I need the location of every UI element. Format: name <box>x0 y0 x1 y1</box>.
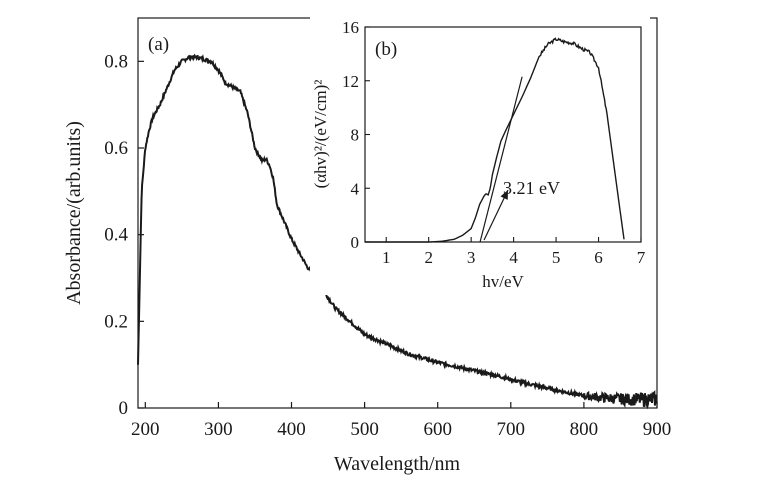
annotation-arrow-head <box>500 190 508 200</box>
inset-y-tick-label: 4 <box>351 179 360 198</box>
inset-x-tick-label: 1 <box>382 248 391 267</box>
annotation-arrow-line <box>483 189 509 241</box>
inset-y-tick-label: 0 <box>351 233 360 252</box>
inset-x-tick-label: 4 <box>509 248 518 267</box>
y-axis-title: Absorbance/(arb.units) <box>63 121 85 305</box>
inset-y-axis-title: (αhv)²/(eV/cm)² <box>311 80 330 189</box>
inset-x-tick-label: 6 <box>594 248 603 267</box>
x-tick-label: 500 <box>350 419 379 440</box>
x-tick-label: 200 <box>131 419 160 440</box>
x-axis-title: Wavelength/nm <box>334 453 461 475</box>
inset-y-tick-label: 12 <box>342 72 359 91</box>
tauc-curve <box>365 37 625 243</box>
x-tick-label: 800 <box>570 419 599 440</box>
tangent-line <box>479 76 523 243</box>
band-gap-label: 3.21 eV <box>503 178 560 198</box>
x-tick-label: 600 <box>423 419 452 440</box>
inset-x-tick-label: 7 <box>637 248 646 267</box>
y-tick-label: 0.6 <box>104 138 128 159</box>
annotation-arrow <box>483 189 509 241</box>
inset-background <box>310 15 650 295</box>
x-tick-label: 700 <box>497 419 526 440</box>
x-tick-label: 400 <box>277 419 306 440</box>
main-plot-panel: 200 300 400 500 600 700 800 900 0 0.2 0.4 0.6 0.8 (a… <box>63 17 671 475</box>
y-tick-label: 0.4 <box>104 225 128 246</box>
panel-label-b: (b) <box>375 39 397 60</box>
panel-label-a: (a) <box>148 34 169 55</box>
inset-x-tick-label: 3 <box>467 248 476 267</box>
x-tick-label: 300 <box>204 419 233 440</box>
y-tick-label: 0.2 <box>104 311 128 332</box>
absorbance-curve <box>137 53 658 410</box>
y-tick-label: 0 <box>119 398 129 419</box>
x-tick-label: 900 <box>643 419 672 440</box>
main-ticks: 200 300 400 500 600 700 800 900 0 0.2 0.4 0.6 0.8 <box>104 51 671 440</box>
inset-x-axis-title: hv/eV <box>482 272 524 291</box>
inset-x-tick-label: 2 <box>424 248 433 267</box>
inset-y-tick-label: 16 <box>342 18 359 37</box>
inset-x-tick-label: 5 <box>552 248 561 267</box>
y-tick-label: 0.8 <box>104 51 128 72</box>
inset-y-tick-label: 8 <box>351 126 360 145</box>
